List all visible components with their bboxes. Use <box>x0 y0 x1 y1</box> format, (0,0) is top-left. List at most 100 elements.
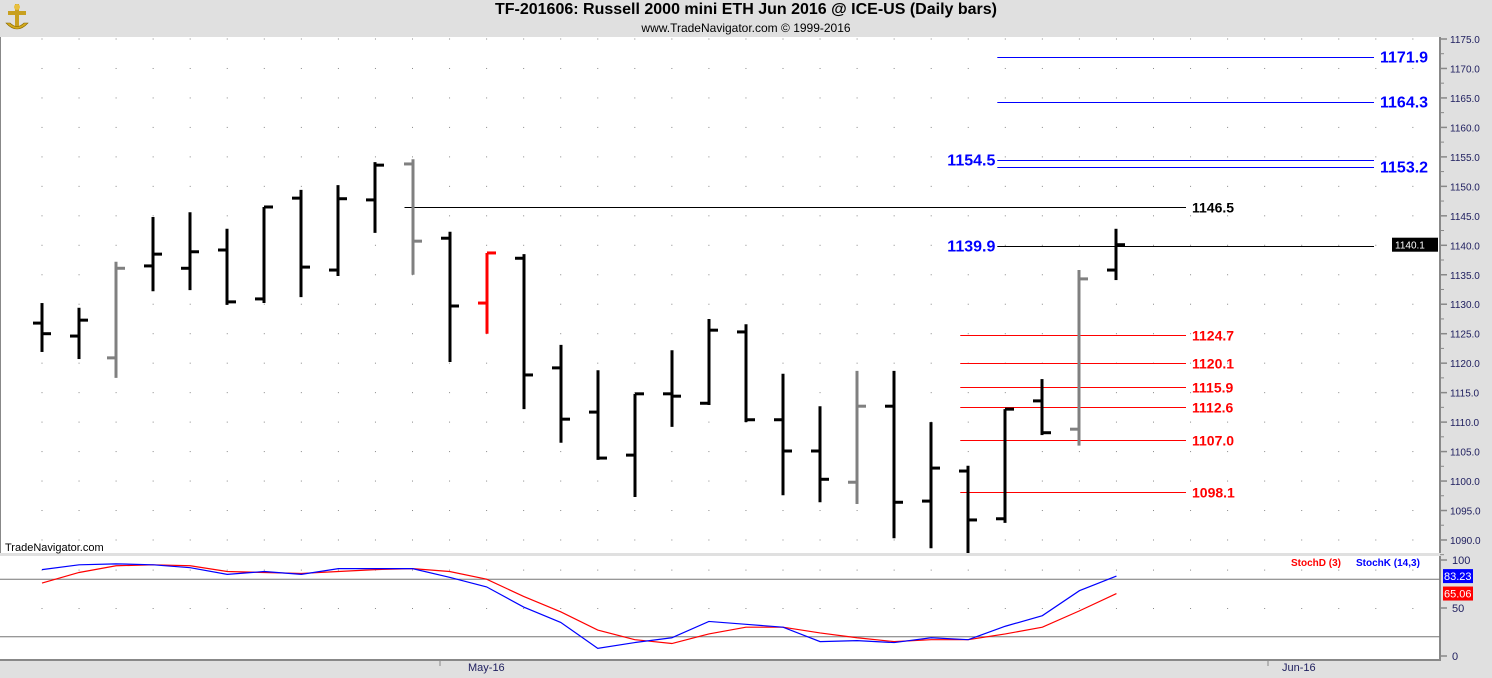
grid-dot <box>300 480 302 482</box>
grid-dot <box>1153 274 1154 276</box>
grid-dot <box>374 67 376 69</box>
grid-dot <box>152 569 154 571</box>
grid-dot <box>1004 569 1006 571</box>
grid-dot <box>1227 156 1229 158</box>
grid-dot <box>1338 451 1340 453</box>
grid-dot <box>1227 392 1229 394</box>
level-label-1154.5: 1154.5 <box>947 153 995 170</box>
grid-dot <box>819 362 821 364</box>
grid-dot <box>263 97 265 99</box>
grid-dot <box>930 38 932 40</box>
grid-dot <box>1338 126 1340 128</box>
stochastic-pane[interactable] <box>0 556 1440 660</box>
grid-dot <box>967 421 969 423</box>
ohlc-bar <box>70 307 88 360</box>
grid-dot <box>226 480 228 482</box>
grid-dot <box>893 333 895 335</box>
grid-dot <box>893 539 895 541</box>
grid-dot <box>1115 539 1117 541</box>
price-pane[interactable] <box>0 37 1440 553</box>
grid-dot <box>449 510 451 512</box>
stoch-y-tick-label: 50 <box>1452 603 1464 615</box>
grid-dot <box>1153 510 1154 512</box>
grid-dot <box>1338 421 1340 423</box>
grid-dot <box>930 126 932 128</box>
grid-dot <box>1412 97 1414 99</box>
grid-dot <box>856 362 858 364</box>
grid-dot <box>671 244 673 246</box>
grid-dot <box>1301 303 1303 305</box>
grid-dot <box>708 451 710 453</box>
grid-dot <box>41 451 43 453</box>
grid-dot <box>1153 303 1154 305</box>
grid-dot <box>374 97 376 99</box>
grid-dot <box>337 392 339 394</box>
grid-dot <box>1412 274 1414 276</box>
grid-dot <box>708 215 710 217</box>
grid-dot <box>152 126 154 128</box>
grid-dot <box>374 274 376 276</box>
grid-dot <box>152 392 154 394</box>
grid-dot <box>412 480 413 482</box>
grid-dot <box>930 362 932 364</box>
grid-dot <box>1338 333 1340 335</box>
grid-dot <box>412 510 413 512</box>
grid-dot <box>523 539 525 541</box>
grid-dot <box>1190 451 1192 453</box>
grid-dot <box>374 303 376 305</box>
grid-dot <box>597 67 599 69</box>
grid-dot <box>930 156 932 158</box>
grid-dot <box>782 38 784 40</box>
grid-dot <box>412 156 413 158</box>
grid-dot <box>337 303 339 305</box>
grid-dot <box>1375 480 1377 482</box>
grid-dot <box>1375 185 1377 187</box>
ohlc-bar <box>144 216 162 292</box>
grid-dot <box>1227 569 1229 571</box>
grid-dot <box>1338 67 1340 69</box>
grid-dot <box>115 608 117 609</box>
grid-dot <box>412 539 413 541</box>
grid-dot <box>782 126 784 128</box>
ohlc-bar <box>626 392 644 497</box>
grid-dot <box>1338 156 1340 158</box>
grid-dot <box>1153 156 1154 158</box>
ohlc-bar <box>663 350 681 427</box>
ohlc-bar <box>1107 228 1125 281</box>
ohlc-bar <box>441 231 459 362</box>
grid-dot <box>1301 480 1303 482</box>
grid-dot <box>1153 38 1154 40</box>
grid-dot <box>1264 97 1266 99</box>
grid-dot <box>893 97 895 99</box>
grid-dot <box>1375 274 1377 276</box>
grid-dot <box>449 539 451 541</box>
grid-dot <box>1041 97 1043 99</box>
grid-dot <box>115 451 117 453</box>
grid-dot <box>1190 333 1192 335</box>
grid-dot <box>78 126 80 128</box>
grid-dot <box>745 156 747 158</box>
grid-dot <box>745 126 747 128</box>
grid-dot <box>930 569 932 571</box>
grid-dot <box>189 156 191 158</box>
grid-dot <box>708 67 710 69</box>
grid-dot <box>1412 215 1414 217</box>
grid-dot <box>1153 333 1154 335</box>
grid-dot <box>1301 215 1303 217</box>
grid-dot <box>1301 185 1303 187</box>
level-label-1115.9: 1115.9 <box>1192 380 1233 396</box>
last-price-label: 1140.1 <box>1395 241 1425 252</box>
stochd-legend: StochD (3) <box>1291 558 1341 569</box>
grid-dot <box>819 392 821 394</box>
grid-dot <box>745 451 747 453</box>
grid-dot <box>1041 38 1043 40</box>
grid-dot <box>300 38 302 40</box>
grid-dot <box>152 421 154 423</box>
grid-dot <box>1375 608 1377 609</box>
grid-dot <box>374 510 376 512</box>
grid-dot <box>782 185 784 187</box>
grid-dot <box>1078 244 1080 246</box>
grid-dot <box>856 274 858 276</box>
grid-dot <box>41 421 43 423</box>
